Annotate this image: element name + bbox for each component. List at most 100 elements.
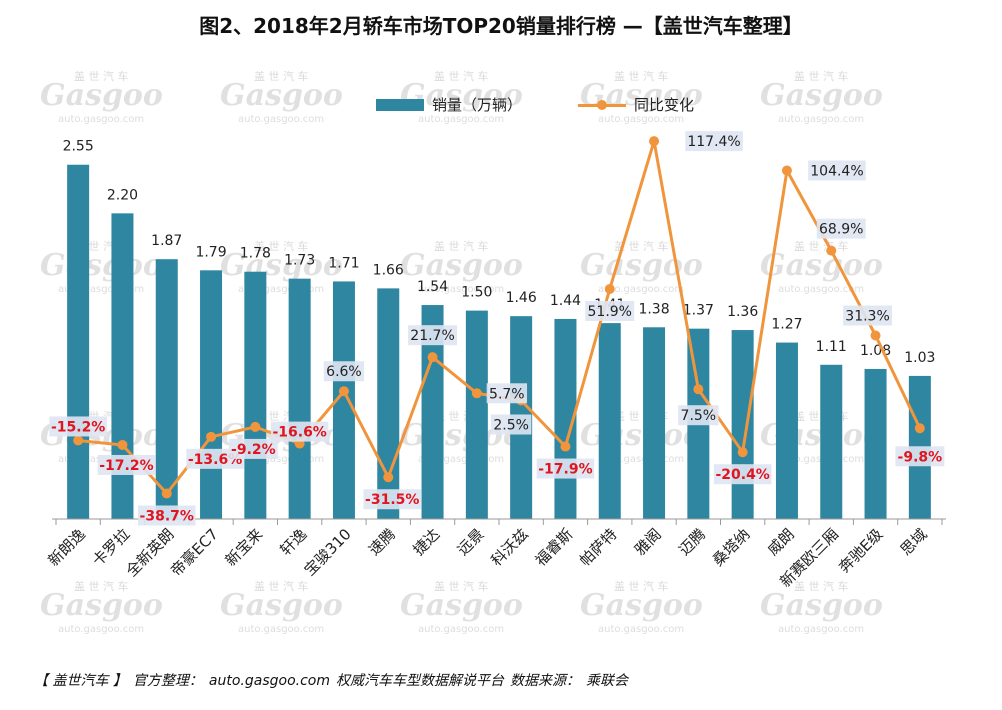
yoy-label-bg: [137, 505, 196, 526]
bar: [155, 259, 178, 519]
bar: [598, 323, 621, 519]
yoy-value-label: 51.9%: [588, 304, 632, 320]
yoy-value-label: 2.5%: [493, 418, 529, 434]
x-tick-label: 捷达: [409, 525, 443, 559]
legend-swatch-line: [578, 99, 626, 111]
yoy-label-bg: [97, 454, 156, 475]
x-tick-label: 帕萨特: [576, 525, 621, 570]
yoy-point: [604, 283, 615, 294]
footer-org: 官方整理：: [132, 673, 203, 689]
x-tick-label: 福睿斯: [532, 525, 577, 570]
chart-title: 图2、2018年2月轿车市场TOP20销量排行榜 —【盖世汽车整理】: [199, 14, 803, 38]
yoy-value-label: -9.8%: [898, 449, 943, 465]
yoy-point: [161, 488, 172, 499]
bar: [111, 213, 134, 519]
x-tick-label: 速腾: [365, 525, 399, 559]
bar: [288, 278, 311, 519]
bar: [67, 164, 90, 519]
yoy-label-bg: [486, 383, 528, 404]
bar: [465, 310, 488, 519]
legend-label-yoy: 同比变化: [634, 96, 695, 114]
yoy-point: [427, 352, 438, 363]
x-tick-label: 全新英朗: [122, 525, 177, 580]
bar-value-label: 1.27: [771, 317, 802, 333]
legend-item-sales: 销量（万辆）: [376, 94, 522, 115]
bar-value-label: 1.78: [240, 246, 271, 262]
yoy-label-bg: [816, 218, 866, 239]
yoy-value-label: 68.9%: [819, 222, 863, 238]
yoy-value-label: -17.9%: [538, 462, 592, 478]
yoy-point: [737, 447, 748, 458]
x-tick-label: 科沃兹: [487, 525, 532, 570]
bar-value-label: 1.44: [550, 293, 581, 309]
bar-value-label: 1.87: [151, 233, 182, 249]
yoy-point: [560, 441, 571, 452]
yoy-label-bg: [490, 414, 532, 435]
yoy-label-bg: [49, 416, 107, 437]
legend-item-yoy: 同比变化: [578, 94, 694, 115]
yoy-value-label: 5.7%: [489, 386, 525, 402]
x-tick-label: 远景: [454, 525, 488, 559]
yoy-value-label: 7.5%: [681, 408, 717, 424]
yoy-point: [649, 136, 660, 147]
yoy-point: [117, 439, 128, 450]
yoy-point: [826, 245, 837, 256]
yoy-label-bg: [408, 325, 458, 346]
yoy-value-label: -38.7%: [140, 508, 194, 524]
legend-swatch-bar: [376, 98, 424, 111]
bar-value-label: 1.46: [506, 290, 537, 306]
legend-label-sales: 销量（万辆）: [432, 96, 523, 114]
bar-value-label: 1.36: [727, 304, 758, 320]
x-tick-label: 桑塔纳: [709, 525, 754, 570]
yoy-label-bg: [713, 464, 772, 485]
bar: [731, 330, 754, 519]
bar-value-label: 1.03: [904, 350, 935, 366]
bar: [244, 271, 267, 519]
x-tick-label: 迈腾: [675, 525, 709, 559]
bar-value-label: 1.73: [284, 253, 315, 269]
yoy-value-label: -15.2%: [51, 419, 105, 435]
yoy-value-label: 117.4%: [687, 134, 740, 150]
bar-value-label: 1.54: [417, 279, 448, 295]
yoy-value-label: -20.4%: [715, 467, 769, 483]
x-tick-label: 新朗逸: [44, 525, 89, 570]
yoy-point: [914, 423, 925, 434]
yoy-point: [250, 421, 261, 432]
yoy-value-label: -31.5%: [365, 492, 419, 508]
yoy-label-bg: [685, 131, 743, 152]
yoy-point: [693, 384, 704, 395]
yoy-value-label: -17.2%: [99, 458, 153, 474]
yoy-value-label: -16.6%: [272, 425, 326, 441]
yoy-label-bg: [323, 361, 365, 382]
yoy-value-label: 21.7%: [410, 328, 454, 344]
bar: [820, 364, 843, 519]
yoy-point: [73, 435, 84, 446]
yoy-point: [471, 388, 482, 399]
bar: [421, 305, 444, 519]
bar-value-label: 2.20: [107, 187, 138, 203]
x-tick-label: 轩逸: [277, 525, 311, 559]
bar-value-label: 1.66: [373, 262, 404, 278]
bar-value-label: 1.11: [816, 339, 847, 355]
yoy-value-label: 104.4%: [810, 163, 863, 179]
bar: [864, 368, 887, 519]
bar: [643, 327, 666, 519]
yoy-label-bg: [843, 305, 893, 326]
footer-source: 【 盖世汽车 】: [34, 673, 127, 689]
x-tick-label: 帝豪EC7: [167, 525, 222, 580]
bar-value-label: 1.38: [638, 301, 669, 317]
footer: 【 盖世汽车 】官方整理： auto.gasgoo.com 权威汽车车型数据解说平台…: [34, 670, 634, 690]
footer-src-label: 数据来源：: [510, 673, 580, 689]
x-tick-label: 宝骏310: [301, 525, 355, 579]
yoy-value-label: 6.6%: [326, 364, 362, 380]
yoy-point: [338, 386, 349, 397]
yoy-point: [383, 472, 394, 483]
x-tick-label: 思域: [897, 525, 931, 559]
footer-src: 乘联会: [586, 673, 628, 689]
yoy-label-bg: [678, 405, 719, 426]
bar: [377, 288, 400, 519]
yoy-label-bg: [270, 421, 329, 442]
bar-value-label: 2.55: [63, 139, 94, 155]
footer-site: auto.gasgoo.com: [208, 673, 330, 689]
